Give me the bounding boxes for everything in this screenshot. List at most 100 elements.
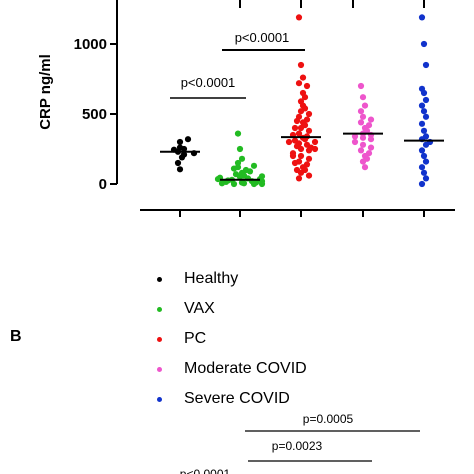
significance-label: p=0.0023 (272, 439, 323, 453)
data-point (311, 138, 319, 146)
data-point (420, 127, 428, 134)
data-point (361, 102, 369, 109)
data-point (418, 102, 426, 109)
data-point (258, 180, 266, 188)
significance-label: p=0.0005 (303, 412, 354, 426)
data-point (357, 119, 365, 126)
data-point (351, 138, 359, 146)
data-point (357, 82, 365, 90)
data-point (418, 164, 426, 171)
data-point (305, 172, 313, 179)
data-point (420, 169, 428, 176)
data-point (184, 136, 192, 143)
data-point (359, 158, 367, 165)
data-point (359, 134, 367, 141)
data-point (176, 144, 184, 151)
data-point (422, 158, 430, 165)
data-point (299, 74, 307, 81)
data-point (180, 151, 188, 158)
data-point (359, 94, 367, 101)
data-point (238, 155, 246, 162)
data-point (218, 180, 226, 187)
legend-label: Healthy (184, 270, 239, 287)
legend-label: VAX (184, 300, 215, 317)
significance-label: p<0.0001 (235, 30, 290, 45)
data-point (311, 145, 319, 153)
data-point (291, 159, 299, 167)
y-tick-label: 1000 (74, 36, 107, 53)
data-point (234, 130, 242, 137)
data-point (285, 138, 293, 146)
data-point (295, 175, 303, 182)
data-point (367, 144, 375, 151)
data-point (422, 175, 430, 182)
data-point (295, 80, 303, 87)
data-point (418, 120, 426, 127)
data-point (420, 89, 428, 97)
legend-marker (157, 307, 162, 312)
data-point (289, 152, 297, 160)
y-axis-label: CRP ng/ml (37, 54, 54, 130)
data-point (297, 124, 305, 132)
significance-label: p<0.0001 (180, 467, 231, 474)
data-point (230, 165, 238, 172)
data-point (420, 152, 428, 160)
legend-marker (157, 367, 162, 372)
legend-label: Moderate COVID (184, 360, 307, 377)
data-point (295, 130, 303, 137)
data-point (297, 145, 305, 153)
y-tick-label: 500 (82, 106, 107, 123)
data-point (236, 145, 244, 153)
data-point (230, 180, 238, 188)
data-point (174, 159, 182, 167)
data-point (293, 166, 301, 174)
data-point (252, 179, 260, 186)
data-point (367, 116, 375, 123)
y-tick-label: 0 (99, 176, 107, 193)
data-point (250, 162, 258, 169)
legend-label: PC (184, 330, 207, 347)
legend-marker (157, 337, 162, 342)
data-point (418, 14, 426, 21)
data-point (359, 113, 367, 120)
data-point (176, 138, 184, 146)
data-point (422, 141, 430, 148)
data-point (420, 40, 428, 48)
data-point (422, 61, 430, 69)
data-point (422, 96, 430, 104)
data-point (297, 61, 305, 69)
data-point (357, 108, 365, 115)
data-point (418, 147, 426, 154)
data-point (418, 180, 426, 188)
data-point (305, 155, 313, 162)
data-point (357, 147, 365, 154)
data-point (420, 108, 428, 115)
legend-marker (157, 277, 162, 282)
data-point (214, 176, 222, 183)
data-point (258, 173, 266, 180)
data-point (291, 124, 299, 132)
legend-marker (157, 397, 162, 402)
legend-label: Severe COVID (184, 390, 290, 407)
data-point (297, 108, 305, 115)
data-point (301, 94, 309, 101)
data-point (240, 180, 248, 187)
significance-label: p<0.0001 (181, 75, 236, 90)
data-point (303, 82, 311, 90)
data-point (232, 171, 240, 178)
data-point (359, 141, 367, 148)
data-point (361, 164, 369, 171)
data-point (305, 147, 313, 154)
data-point (305, 127, 313, 134)
data-point (176, 166, 184, 173)
data-point (246, 168, 254, 175)
data-point (422, 113, 430, 120)
data-point (351, 133, 359, 140)
data-point (234, 159, 242, 167)
data-point (295, 14, 303, 21)
data-point (297, 152, 305, 160)
panel-label: B (10, 328, 22, 345)
data-point (367, 136, 375, 143)
data-point (293, 117, 301, 125)
